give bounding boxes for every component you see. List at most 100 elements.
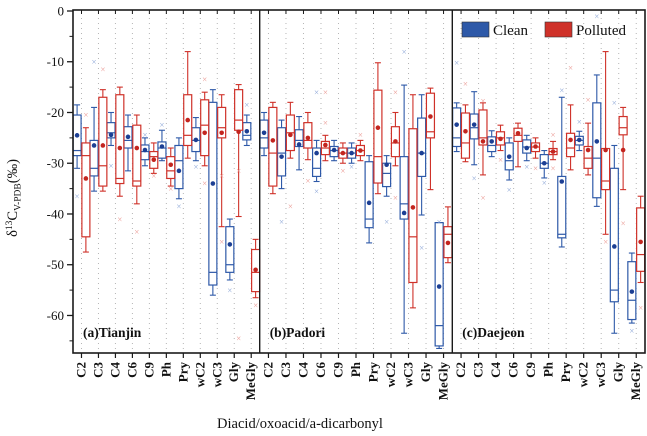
box-padori-wC3-polluted [408,94,418,309]
mean-dot [168,162,174,168]
plot-frame [72,9,646,354]
mean-dot [83,176,89,181]
mean-dot [471,122,477,127]
box-daejeon-C6-polluted [513,122,523,168]
box-rect [478,109,488,146]
outlier-mark: × [524,162,529,172]
legend-swatch-polluted [544,21,573,38]
box-rect [565,132,576,158]
box-padori-Pry-polluted [373,62,383,195]
x-tick-label: wC2 [383,362,398,387]
mean-dot [151,157,157,162]
outlier-mark: × [568,63,573,73]
box-daejeon-Gly-clean: × [609,98,619,334]
mean-dot [100,143,106,148]
legend-label: Polluted [576,23,627,39]
outlier-mark: × [92,57,97,67]
box-daejeon-C4-polluted: × [495,124,506,165]
box-rect [166,156,176,180]
box-tianjin-Ph-clean: × [157,120,167,162]
mean-dot [176,168,182,174]
outlier-mark: × [638,303,643,313]
box-rect [208,101,218,286]
outlier-mark: × [472,174,477,184]
box-rect [81,142,91,238]
box-tianjin-wC3-clean [208,89,218,296]
mean-dot [117,145,123,151]
x-tick-label: C3 [278,362,293,378]
mean-dot [375,125,381,131]
outlier-mark: × [134,227,139,237]
mean-dot [568,137,573,143]
mean-dot [227,242,233,247]
outlier-mark: × [559,85,564,95]
box-rect [311,147,322,178]
outlier-mark: × [253,301,258,311]
box-rect [557,175,567,239]
box-padori-wC2-polluted: ×× [390,87,401,203]
mean-dot [419,150,424,156]
outlier-mark: × [340,166,345,176]
box-rect [609,167,619,303]
mean-dot [393,139,398,144]
x-tick-label: C3 [90,362,105,378]
outlier-mark: × [393,193,398,203]
mean-dot [314,150,319,156]
mean-dot [159,144,165,149]
box-rect [174,144,184,190]
outlier-mark: × [202,179,207,189]
mean-dot [410,205,416,210]
mean-dot [506,154,512,159]
box-rect [583,145,593,169]
legend-swatch-clean [461,21,490,38]
box-rect [234,89,244,131]
outlier-mark: × [358,130,363,140]
mean-dot [296,142,302,147]
mean-dot [219,130,224,136]
panel-cdaejeon: ××××××××××××××× ××××××× [452,11,646,336]
outlier-mark: × [419,243,424,253]
x-tick-label: C9 [330,362,345,378]
x-tick-label: C9 [141,362,156,378]
mean-dot [384,162,389,168]
outlier-mark: × [117,214,122,224]
box-tianjin-C4-polluted: × [115,86,125,224]
box-daejeon-wC3-clean: × [592,11,602,207]
outlier-mark: × [151,171,156,181]
box-tianjin-Gly-polluted: ×× [234,84,244,344]
x-axis-title: Diacid/oxoacid/a-dicarbonyl [217,416,383,432]
box-rect [268,106,278,187]
box-rect [200,99,210,157]
panel-label: (a)Tianjin [83,325,142,340]
x-tick-label: C6 [506,362,521,378]
box-padori-Ph-polluted: × [355,130,365,162]
mean-dot [498,136,503,142]
y-tick-label: 0 [58,4,65,19]
legend-label: Clean [493,23,528,39]
outlier-mark: × [323,118,328,128]
outlier-mark: × [279,217,284,227]
box-daejeon-C9-clean: × [522,134,532,172]
panel-label: (c)Daejeon [462,325,525,340]
box-tianjin-C9-clean: × [140,130,150,167]
mean-dot [91,143,97,148]
mean-dot [612,244,617,249]
box-daejeon-Pry-polluted: × [565,63,576,171]
panel-label: (b)Padori [270,325,326,340]
mean-dot [305,135,311,141]
outlier-mark: × [480,193,485,203]
box-rect [452,107,462,148]
mean-dot [202,130,207,136]
box-padori-C6-clean: ×× [311,87,322,196]
outlier-mark: × [594,11,599,21]
x-tick-label: C2 [260,362,275,378]
box-daejeon-C9-polluted: × [530,137,541,174]
outlier-mark: × [454,58,459,68]
mean-dot [279,154,284,159]
box-padori-C4-clean [294,116,304,171]
box-padori-C6-polluted: ×× [320,87,330,162]
outlier-mark: × [323,87,328,97]
outlier-mark: × [551,130,556,140]
box-padori-C9-polluted: × [338,142,348,176]
